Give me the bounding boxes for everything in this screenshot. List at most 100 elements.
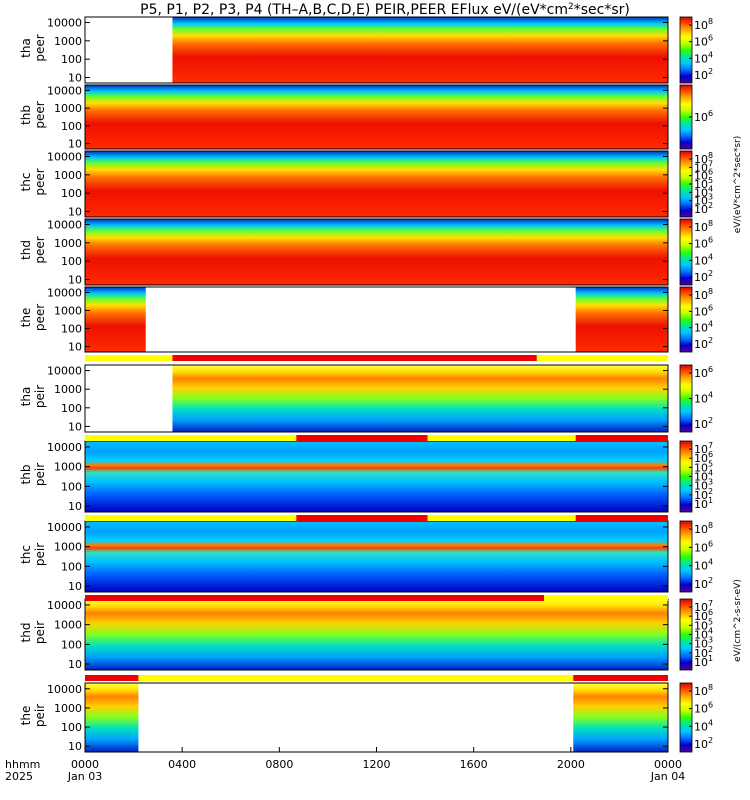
time-axis-units: hhmm	[5, 758, 40, 771]
mode-bar-segment	[427, 435, 576, 441]
colorbar-tick-label: 108	[694, 287, 713, 302]
y-tick-label: 1000	[54, 304, 82, 317]
y-tick-label: 100	[61, 120, 82, 133]
y-tick-label: 100	[61, 638, 82, 651]
y-tick-label: 10000	[47, 286, 82, 299]
colorbar-tick-label: 104	[694, 627, 713, 642]
colorbar-tick-label: 103	[694, 478, 713, 493]
y-tick-label: 10000	[47, 17, 82, 30]
mode-bar	[85, 595, 668, 601]
y-tick-label: 10000	[47, 683, 82, 696]
panel-thb-peir: 10 100 1000 10000 thb peir 1011021031041051061…	[19, 440, 713, 513]
colorbar-tick-label: 105	[694, 176, 713, 191]
colorbar-tick-label: 106	[694, 236, 713, 251]
mode-bar-segment	[85, 515, 297, 521]
mode-bar-segment	[85, 595, 545, 601]
y-tick-label: 100	[61, 187, 82, 200]
panel-thc-peir: 10 100 1000 10000 thc peir 102 104 106 108	[19, 520, 713, 593]
x-date-label: Jan 03	[67, 770, 102, 783]
colorbar-tick-label: 102	[694, 487, 713, 502]
y-tick-label: 10	[68, 71, 82, 84]
spectrogram-block	[85, 599, 668, 670]
x-tick-label: 1600	[460, 758, 488, 771]
colorbar-tick-label: 108	[694, 521, 713, 536]
y-tick-label: 100	[61, 721, 82, 734]
panel-thc-peer: 10 100 1000 10000 thc peer 1021031041051061071…	[19, 150, 713, 218]
y-tick-label: 10	[68, 500, 82, 513]
y-tick-label: 1000	[54, 541, 82, 554]
y-tick-label: 10	[68, 341, 82, 354]
panel-the-peir: 10 100 1000 10000 the peir 102 104 106 108	[19, 682, 713, 753]
y-tick-label: 1000	[54, 461, 82, 474]
panel-label-product: peer	[33, 34, 47, 61]
mode-bar-segment	[427, 515, 576, 521]
y-tick-label: 10	[68, 205, 82, 218]
colorbar-tick-label: 108	[694, 683, 713, 698]
colorbar-tick-label: 107	[694, 159, 713, 174]
y-tick-label: 1000	[54, 169, 82, 182]
spectrogram-block	[573, 683, 668, 752]
colorbar-tick-label: 105	[694, 459, 713, 474]
time-axis-year: 2025	[5, 770, 33, 783]
mode-bar-segment	[296, 515, 428, 521]
y-tick-label: 10000	[47, 599, 82, 612]
panel-label-product: peir	[33, 385, 47, 408]
y-tick-label: 1000	[54, 619, 82, 632]
mode-bar-segment	[536, 355, 668, 361]
panel-label-probe: thd	[19, 623, 33, 643]
panel-label-product: peir	[33, 543, 47, 566]
colorbar-tick-label: 106	[694, 109, 713, 124]
mode-bar-segment	[573, 675, 668, 681]
colorbar-tick-label: 107	[694, 599, 713, 614]
colorbar-tick-label: 106	[694, 34, 713, 49]
panel-frame	[84, 150, 669, 218]
spectrogram-block	[85, 151, 668, 217]
y-tick-label: 100	[61, 560, 82, 573]
spectrogram-block	[85, 683, 139, 752]
colorbar-tick-label: 104	[694, 50, 713, 65]
colorbar-tick-label: 102	[694, 67, 713, 82]
colorbar-tick-label: 108	[694, 219, 713, 234]
mode-bar-segment	[296, 435, 428, 441]
panel-label-probe: thc	[19, 545, 33, 564]
mode-bar-segment	[575, 435, 668, 441]
panel-label-product: peir	[33, 621, 47, 644]
y-tick-label: 10	[68, 580, 82, 593]
y-tick-label: 100	[61, 255, 82, 268]
panel-label-probe: the	[19, 706, 33, 726]
panel-label-product: peer	[33, 101, 47, 128]
colorbar-tick-label: 101	[694, 496, 713, 511]
y-tick-label: 100	[61, 323, 82, 336]
x-tick-label: 0000	[654, 758, 682, 771]
colorbar-tick-label: 103	[694, 636, 713, 651]
panel-label-product: peir	[33, 704, 47, 727]
x-tick-label: 1200	[363, 758, 391, 771]
colorbar-tick-label: 105	[694, 617, 713, 632]
colorbar-tick-label: 104	[694, 391, 713, 406]
time-axis: hhmm 0000 0400 0800 1200 1600 2000 0000 2025 Jan …	[5, 747, 685, 783]
mode-bar-segment	[85, 355, 173, 361]
mode-bar-segment	[85, 675, 139, 681]
colorbar-units-peer: eV/(eV*cm^2*sec*sr)	[733, 136, 743, 234]
mode-bar	[85, 435, 668, 441]
colorbar-tick-label: 106	[694, 701, 713, 716]
colorbar	[679, 520, 693, 593]
colorbar-tick-label: 104	[694, 184, 713, 199]
colorbar-units-peir: eV/(cm^2-s-sr-eV)	[733, 579, 743, 662]
panel-tha-peir: 10 100 1000 10000 tha peir 102 104 106	[19, 364, 713, 433]
y-tick-label: 1000	[54, 383, 82, 396]
colorbar	[679, 218, 693, 286]
panel-frame	[84, 218, 669, 286]
colorbar-tick-label: 102	[694, 576, 713, 591]
panel-frame	[84, 84, 669, 150]
x-tick-label: 0400	[168, 758, 196, 771]
colorbar-tick-label: 102	[694, 201, 713, 216]
colorbar-tick-label: 106	[694, 168, 713, 183]
mode-bar-segment	[85, 435, 297, 441]
spectrogram-block	[85, 85, 668, 149]
